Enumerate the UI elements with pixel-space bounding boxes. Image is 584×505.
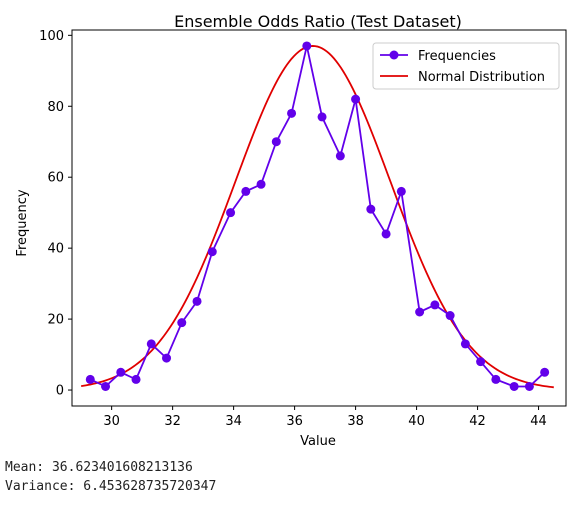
y-tick-label: 0 [56, 384, 64, 399]
frequency-point [271, 137, 281, 147]
x-tick-label: 32 [164, 414, 181, 429]
frequency-point [101, 381, 111, 391]
frequencies-markers [85, 41, 550, 391]
frequency-point [491, 374, 501, 384]
x-tick-label: 30 [103, 414, 120, 429]
y-tick-label: 80 [47, 100, 64, 115]
frequency-point [177, 318, 187, 328]
chart: Ensemble Odds Ratio (Test Dataset) 30 32 3… [15, 12, 567, 449]
variance-readout: Variance: 6.453628735720347 [5, 479, 217, 494]
frequency-point [445, 311, 455, 321]
frequency-point [162, 353, 172, 363]
x-tick-label: 44 [530, 414, 547, 429]
frequency-point [241, 186, 251, 196]
chart-title: Ensemble Odds Ratio (Test Dataset) [174, 12, 462, 31]
x-axis-label: Value [300, 434, 336, 449]
frequency-point [146, 339, 156, 349]
legend-frequencies-marker [389, 50, 399, 60]
frequency-point [351, 94, 361, 104]
frequency-point [381, 229, 391, 239]
frequency-point [524, 381, 534, 391]
y-axis-label: Frequency [15, 189, 30, 256]
frequency-point [415, 307, 425, 317]
frequency-point [335, 151, 345, 161]
frequency-point [287, 108, 297, 118]
legend: Frequencies Normal Distribution [372, 42, 560, 90]
frequency-point [509, 381, 519, 391]
frequency-point [85, 374, 95, 384]
frequency-point [226, 208, 236, 218]
frequency-point [460, 339, 470, 349]
y-tick-label: 20 [47, 313, 64, 328]
x-tick-label: 38 [347, 414, 364, 429]
frequency-point [256, 179, 266, 189]
y-tick-label: 100 [39, 29, 64, 44]
frequency-point [302, 41, 312, 51]
legend-frequencies-label: Frequencies [418, 49, 496, 64]
x-tick-label: 36 [286, 414, 303, 429]
x-tick-label: 40 [408, 414, 425, 429]
frequency-point [366, 204, 376, 214]
frequencies-line [89, 45, 546, 388]
frequency-point [116, 367, 126, 377]
y-tick-label: 60 [47, 171, 64, 186]
frequency-point [207, 247, 217, 257]
y-axis-ticks: 0 20 40 60 80 100 [39, 29, 72, 399]
legend-normal-distribution-label: Normal Distribution [418, 70, 545, 85]
x-axis-ticks: 30 32 34 36 38 40 42 44 [103, 406, 547, 429]
x-tick-label: 42 [469, 414, 486, 429]
legend-box [372, 42, 560, 90]
normal-distribution-line [81, 45, 554, 389]
frequency-point [131, 374, 141, 384]
x-tick-label: 34 [225, 414, 242, 429]
frequency-point [396, 186, 406, 196]
frequency-point [476, 357, 486, 367]
mean-readout: Mean: 36.623401608213136 [5, 460, 193, 475]
frequency-point [430, 300, 440, 310]
plot-area [71, 29, 567, 407]
frequency-point [540, 367, 550, 377]
y-tick-label: 40 [47, 242, 64, 257]
frequency-point [317, 112, 327, 122]
frequency-point [192, 296, 202, 306]
